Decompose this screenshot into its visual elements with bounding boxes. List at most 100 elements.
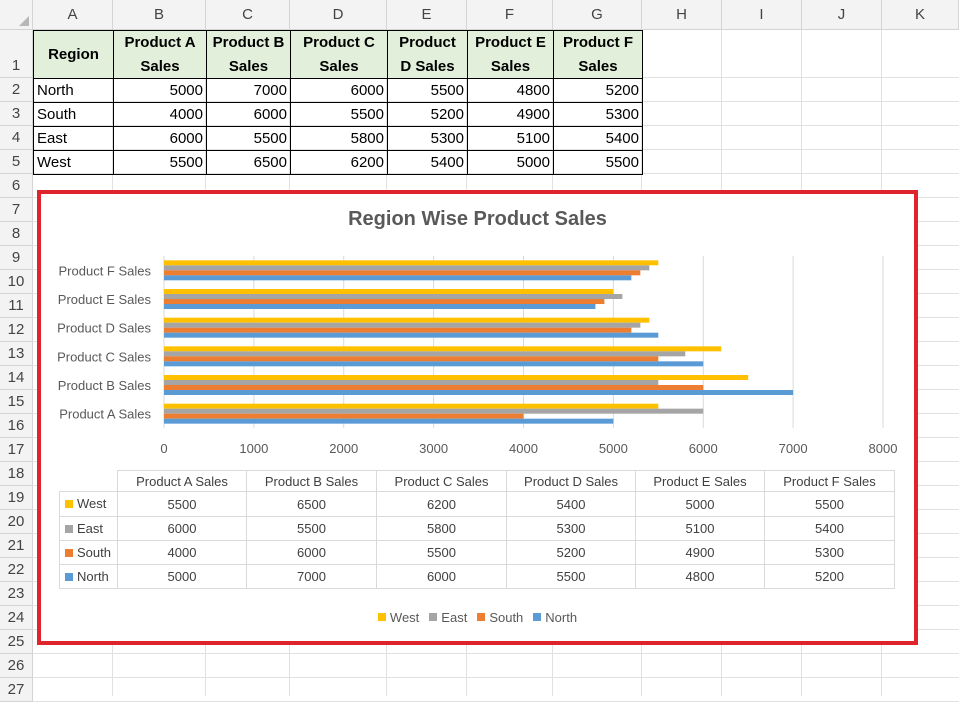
- row-header-20[interactable]: 20: [0, 510, 33, 534]
- sales-value-cell[interactable]: 6000: [290, 78, 388, 103]
- table-header-product-e[interactable]: Product E Sales: [467, 30, 554, 79]
- legend-item-east[interactable]: East: [429, 610, 467, 625]
- column-header-a[interactable]: A: [33, 0, 113, 30]
- bar-south[interactable]: [164, 299, 605, 304]
- row-header-10[interactable]: 10: [0, 270, 33, 294]
- row-header-12[interactable]: 12: [0, 318, 33, 342]
- row-header-15[interactable]: 15: [0, 390, 33, 414]
- chart-container[interactable]: Region Wise Product Sales 0 1000 2000 3000 40…: [37, 190, 918, 645]
- bar-east[interactable]: [164, 351, 686, 357]
- legend-item-west[interactable]: West: [377, 610, 419, 625]
- row-header-19[interactable]: 19: [0, 486, 33, 510]
- sales-value-cell[interactable]: 5300: [387, 126, 468, 151]
- sales-value-cell[interactable]: 4800: [467, 78, 554, 103]
- bar-north[interactable]: [164, 418, 614, 424]
- bar-north[interactable]: [164, 361, 704, 367]
- row-header-4[interactable]: 4: [0, 126, 33, 150]
- column-header-f[interactable]: F: [467, 0, 553, 30]
- bar-north[interactable]: [164, 332, 659, 338]
- row-header-27[interactable]: 27: [0, 678, 33, 702]
- sales-value-cell[interactable]: 5500: [206, 126, 291, 151]
- row-header-2[interactable]: 2: [0, 78, 33, 102]
- sales-value-cell[interactable]: 4900: [467, 102, 554, 127]
- sales-value-cell[interactable]: 5500: [290, 102, 388, 127]
- row-header-13[interactable]: 13: [0, 342, 33, 366]
- row-header-23[interactable]: 23: [0, 582, 33, 606]
- legend-item-south[interactable]: South: [477, 610, 523, 625]
- row-header-8[interactable]: 8: [0, 222, 33, 246]
- region-cell[interactable]: South: [33, 102, 114, 127]
- sales-value-cell[interactable]: 5000: [467, 150, 554, 175]
- row-header-17[interactable]: 17: [0, 438, 33, 462]
- sales-value-cell[interactable]: 6200: [290, 150, 388, 175]
- bar-east[interactable]: [164, 380, 659, 385]
- column-header-c[interactable]: C: [206, 0, 290, 30]
- sales-value-cell[interactable]: 5200: [553, 78, 643, 103]
- table-header-product-c[interactable]: Product C Sales: [290, 30, 388, 79]
- sales-value-cell[interactable]: 6500: [206, 150, 291, 175]
- legend-item-north[interactable]: North: [533, 610, 577, 625]
- bar-west[interactable]: [164, 289, 614, 294]
- region-cell[interactable]: East: [33, 126, 114, 151]
- table-header-product-f[interactable]: Product F Sales: [553, 30, 643, 79]
- sales-value-cell[interactable]: 5800: [290, 126, 388, 151]
- bar-east[interactable]: [164, 265, 650, 271]
- sales-value-cell[interactable]: 6000: [113, 126, 207, 151]
- sales-value-cell[interactable]: 5500: [113, 150, 207, 175]
- chart-legend[interactable]: West East South North: [41, 608, 914, 626]
- bar-west[interactable]: [164, 403, 659, 409]
- bar-north[interactable]: [164, 275, 632, 281]
- bar-west[interactable]: [164, 375, 749, 380]
- bar-west[interactable]: [164, 346, 722, 352]
- sales-value-cell[interactable]: 5500: [387, 78, 468, 103]
- select-all-button[interactable]: [0, 0, 33, 30]
- bar-south[interactable]: [164, 385, 704, 390]
- sales-value-cell[interactable]: 5500: [553, 150, 643, 175]
- bar-west[interactable]: [164, 260, 659, 266]
- column-header-h[interactable]: H: [642, 0, 722, 30]
- bar-south[interactable]: [164, 356, 659, 362]
- column-header-k[interactable]: K: [882, 0, 959, 30]
- bar-east[interactable]: [164, 294, 623, 299]
- region-cell[interactable]: North: [33, 78, 114, 103]
- region-cell[interactable]: West: [33, 150, 114, 175]
- column-header-b[interactable]: B: [113, 0, 206, 30]
- sales-value-cell[interactable]: 5400: [387, 150, 468, 175]
- sales-value-cell[interactable]: 5100: [467, 126, 554, 151]
- sales-value-cell[interactable]: 5300: [553, 102, 643, 127]
- sales-value-cell[interactable]: 7000: [206, 78, 291, 103]
- sales-value-cell[interactable]: 6000: [206, 102, 291, 127]
- bar-west[interactable]: [164, 317, 650, 323]
- table-header-product-a[interactable]: Product A Sales: [113, 30, 207, 79]
- row-header-7[interactable]: 7: [0, 198, 33, 222]
- row-header-1[interactable]: 1: [0, 30, 33, 78]
- row-header-14[interactable]: 14: [0, 366, 33, 390]
- bar-east[interactable]: [164, 322, 641, 328]
- row-header-16[interactable]: 16: [0, 414, 33, 438]
- row-header-6[interactable]: 6: [0, 174, 33, 198]
- table-header-region[interactable]: Region: [33, 30, 114, 79]
- sales-value-cell[interactable]: 4000: [113, 102, 207, 127]
- row-header-21[interactable]: 21: [0, 534, 33, 558]
- row-header-24[interactable]: 24: [0, 606, 33, 630]
- table-header-product-b[interactable]: Product B Sales: [206, 30, 291, 79]
- bar-north[interactable]: [164, 390, 794, 395]
- column-header-e[interactable]: E: [387, 0, 467, 30]
- sales-value-cell[interactable]: 5400: [553, 126, 643, 151]
- sales-value-cell[interactable]: 5200: [387, 102, 468, 127]
- row-header-26[interactable]: 26: [0, 654, 33, 678]
- column-header-i[interactable]: I: [722, 0, 802, 30]
- sales-value-cell[interactable]: 5000: [113, 78, 207, 103]
- row-header-25[interactable]: 25: [0, 630, 33, 654]
- row-header-11[interactable]: 11: [0, 294, 33, 318]
- bar-south[interactable]: [164, 270, 641, 276]
- row-header-9[interactable]: 9: [0, 246, 33, 270]
- row-header-3[interactable]: 3: [0, 102, 33, 126]
- bar-south[interactable]: [164, 327, 632, 333]
- bar-south[interactable]: [164, 413, 524, 419]
- row-header-18[interactable]: 18: [0, 462, 33, 486]
- column-header-j[interactable]: J: [802, 0, 882, 30]
- row-header-5[interactable]: 5: [0, 150, 33, 174]
- row-header-22[interactable]: 22: [0, 558, 33, 582]
- column-header-g[interactable]: G: [553, 0, 642, 30]
